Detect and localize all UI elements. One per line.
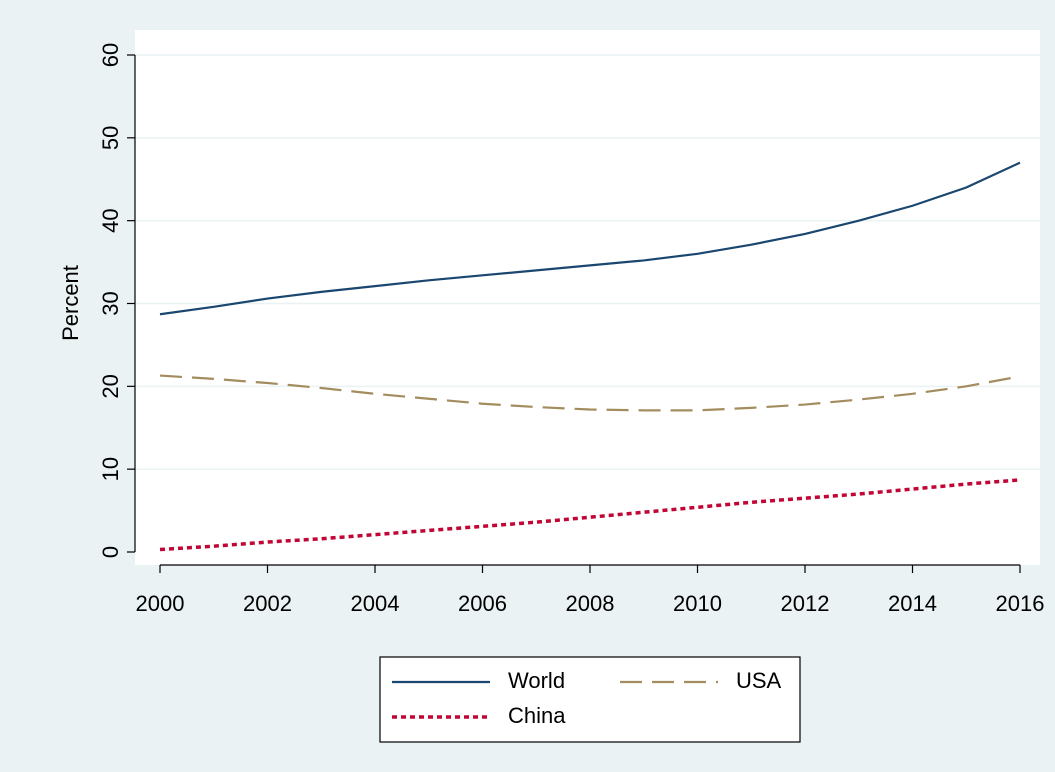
x-tick-label: 2012 bbox=[781, 591, 830, 616]
x-tick-label: 2010 bbox=[673, 591, 722, 616]
y-tick-label: 30 bbox=[98, 291, 123, 315]
plot-area bbox=[135, 30, 1040, 565]
legend-label: USA bbox=[736, 668, 782, 693]
x-tick-label: 2016 bbox=[996, 591, 1045, 616]
x-tick-label: 2014 bbox=[888, 591, 937, 616]
series-line bbox=[159, 374, 1021, 412]
x-tick-label: 2002 bbox=[243, 591, 292, 616]
x-tick-label: 2008 bbox=[566, 591, 615, 616]
y-axis-title: Percent bbox=[58, 265, 83, 341]
y-tick-label: 40 bbox=[98, 208, 123, 232]
y-tick-label: 10 bbox=[98, 457, 123, 481]
y-tick-label: 20 bbox=[98, 374, 123, 398]
legend bbox=[379, 656, 801, 743]
legend-label: World bbox=[508, 668, 565, 693]
legend-label: China bbox=[508, 703, 566, 728]
x-tick-label: 2000 bbox=[136, 591, 185, 616]
x-tick-label: 2004 bbox=[351, 591, 400, 616]
y-tick-label: 0 bbox=[98, 546, 123, 558]
y-tick-label: 60 bbox=[98, 43, 123, 67]
y-tick-label: 50 bbox=[98, 126, 123, 150]
x-tick-label: 2006 bbox=[458, 591, 507, 616]
series-line bbox=[159, 161, 1021, 316]
